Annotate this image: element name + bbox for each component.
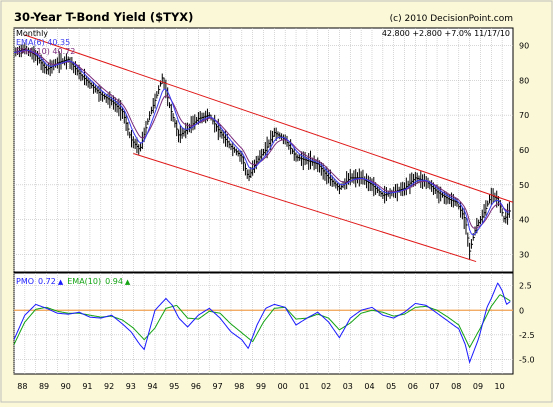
chart-title: 30-Year T-Bond Yield ($TYX) bbox=[14, 10, 193, 24]
ema10-legend: EMA(10) 40.72 bbox=[16, 47, 75, 56]
pmo-grid bbox=[13, 273, 513, 374]
x-tick-label: 08 bbox=[451, 382, 461, 391]
x-tick-label: 99 bbox=[256, 382, 266, 391]
price-y-axis: 90 80 70 60 50 40 30 bbox=[519, 41, 529, 259]
x-tick-label: 05 bbox=[386, 382, 396, 391]
x-tick-label: 95 bbox=[169, 382, 179, 391]
x-tick-label: 07 bbox=[429, 382, 439, 391]
pmo-value: 0.72 bbox=[38, 277, 56, 286]
x-tick-label: 91 bbox=[82, 382, 92, 391]
pmo-legend: PMO 0.72 ▲ EMA(10) 0.94 ▲ bbox=[16, 277, 131, 286]
stats-text: 42.800 +2.800 +7.0% 11/17/10 bbox=[382, 29, 510, 38]
pmo-line bbox=[14, 282, 511, 364]
pmo-ema-value: 0.94 bbox=[105, 277, 123, 286]
price-plot bbox=[14, 34, 513, 263]
y-tick-label: 70 bbox=[519, 111, 529, 120]
pmo-arrow: ▲ bbox=[58, 278, 64, 286]
pmo-ema-arrow: ▲ bbox=[125, 278, 131, 286]
pmo-y-tick-label: -2.5 bbox=[519, 331, 535, 340]
y-tick-label: 40 bbox=[519, 216, 529, 225]
x-tick-label: 10 bbox=[495, 382, 505, 391]
copyright-text: (c) 2010 DecisionPoint.com bbox=[390, 14, 513, 24]
periodicity-label: Monthly bbox=[16, 29, 48, 38]
x-tick-label: 89 bbox=[39, 382, 49, 391]
pmo-plot bbox=[14, 282, 513, 364]
y-tick-label: 80 bbox=[519, 76, 529, 85]
x-tick-label: 03 bbox=[343, 382, 353, 391]
trend-channel-lower bbox=[133, 153, 477, 263]
pmo-y-tick-label: 0 bbox=[519, 306, 524, 315]
x-tick-label: 02 bbox=[321, 382, 331, 391]
x-tick-label: 97 bbox=[213, 382, 223, 391]
trend-channel-upper bbox=[24, 34, 513, 203]
y-tick-label: 90 bbox=[519, 41, 529, 50]
pmo-y-tick-label: -5.0 bbox=[519, 355, 535, 364]
ema10-line bbox=[14, 50, 510, 229]
pmo-label: PMO bbox=[16, 277, 34, 286]
x-tick-label: 88 bbox=[17, 382, 27, 391]
x-tick-label: 94 bbox=[147, 382, 157, 391]
y-tick-label: 50 bbox=[519, 181, 529, 190]
pmo-y-axis: 2.5 0 -2.5 -5.0 bbox=[519, 282, 535, 365]
x-tick-label: 92 bbox=[104, 382, 114, 391]
y-tick-label: 30 bbox=[519, 251, 529, 260]
x-tick-label: 01 bbox=[299, 382, 309, 391]
pmo-ema-label: EMA(10) bbox=[67, 277, 101, 286]
x-tick-label: 98 bbox=[234, 382, 244, 391]
y-tick-label: 60 bbox=[519, 146, 529, 155]
x-tick-label: 00 bbox=[278, 382, 288, 391]
x-tick-label: 93 bbox=[126, 382, 136, 391]
x-tick-label: 09 bbox=[473, 382, 483, 391]
pmo-y-tick-label: 2.5 bbox=[519, 282, 532, 291]
x-tick-label: 90 bbox=[61, 382, 71, 391]
x-tick-label: 96 bbox=[191, 382, 201, 391]
ema6-line bbox=[14, 49, 510, 236]
x-tick-label: 06 bbox=[408, 382, 418, 391]
x-tick-label: 04 bbox=[364, 382, 374, 391]
ema6-legend: EMA(6) 40.35 bbox=[16, 38, 70, 47]
x-axis: 88 89 90 91 92 93 94 95 96 97 98 99 00 01 02 03 04 05 06 07… bbox=[17, 382, 504, 391]
